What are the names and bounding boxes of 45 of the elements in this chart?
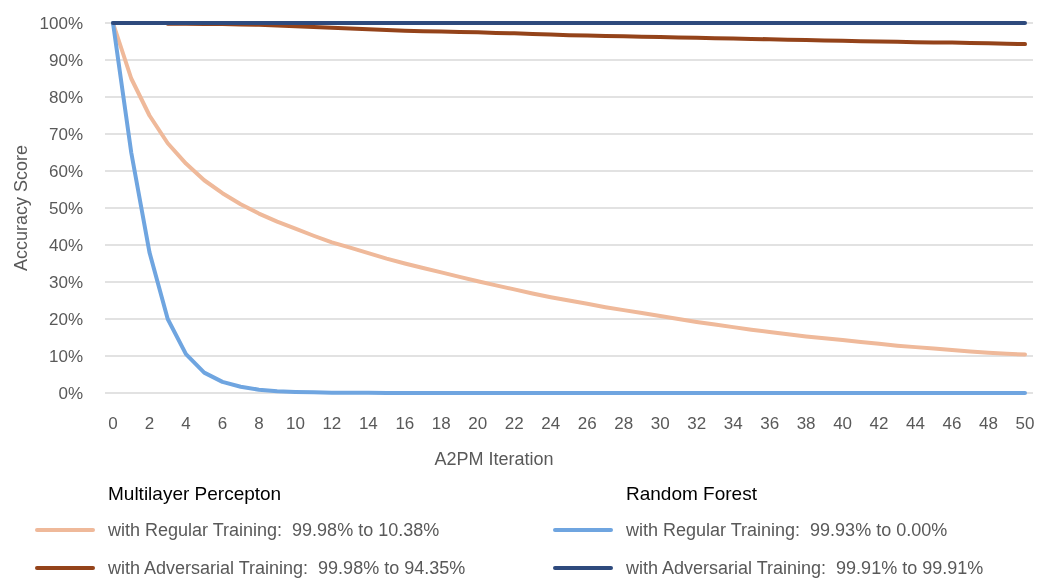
x-tick-label: 2 — [144, 414, 155, 433]
x-tick-label: 10 — [285, 414, 305, 433]
legend-label: with Regular Training: 99.93% to 0.00% — [625, 520, 948, 541]
y-tick-label: 100% — [39, 13, 83, 33]
x-tick-label: 0 — [108, 414, 118, 433]
y-axis-title: Accuracy Score — [11, 144, 31, 272]
x-tick-label: 32 — [687, 414, 707, 433]
x-tick-label: 30 — [650, 414, 670, 433]
x-tick-label: 18 — [431, 414, 451, 433]
y-tick-label: 10% — [48, 346, 83, 366]
y-tick-label: 80% — [48, 87, 83, 107]
x-tick-label: 4 — [181, 414, 191, 433]
x-tick-label: 14 — [358, 414, 378, 433]
x-tick-label: 42 — [869, 414, 889, 433]
x-tick-label: 40 — [833, 414, 853, 433]
y-tick-label: 60% — [48, 161, 83, 181]
y-tick-label: 90% — [48, 50, 83, 70]
y-tick-label: 50% — [48, 198, 83, 218]
legend-label: with Adversarial Training: 99.98% to 94.35% — [107, 558, 466, 578]
x-tick-label: 6 — [217, 414, 228, 433]
legend-label: with Adversarial Training: 99.91% to 99.91% — [625, 558, 984, 578]
text: Multilayer Percepton — [108, 483, 282, 504]
x-tick-label: 20 — [468, 414, 488, 433]
x-tick-label: 26 — [577, 414, 597, 433]
x-tick-label: 28 — [614, 414, 634, 433]
x-tick-label: 16 — [395, 414, 415, 433]
x-tick-label: 50 — [1015, 414, 1035, 433]
x-tick-label: 44 — [906, 414, 926, 433]
x-tick-label: 36 — [760, 414, 780, 433]
y-tick-label: 20% — [48, 309, 83, 329]
x-tick-label: 48 — [979, 414, 998, 433]
x-tick-label: 34 — [723, 414, 743, 433]
x-tick-label: 38 — [796, 414, 816, 433]
y-tick-label: 70% — [48, 124, 83, 144]
y-tick-label: 0% — [58, 383, 83, 403]
x-tick-label: 46 — [942, 414, 962, 433]
y-tick-label: 30% — [48, 272, 83, 292]
y-tick-label: 40% — [48, 235, 83, 255]
x-tick-label: 22 — [504, 414, 524, 433]
x-tick-label: 12 — [322, 414, 342, 433]
x-axis-title: A2PM Iteration — [434, 449, 554, 469]
x-tick-label: 8 — [254, 414, 264, 433]
legend-label: with Regular Training: 99.98% to 10.38% — [107, 520, 440, 541]
text: Random Forest — [626, 483, 758, 504]
x-tick-label: 24 — [541, 414, 561, 433]
